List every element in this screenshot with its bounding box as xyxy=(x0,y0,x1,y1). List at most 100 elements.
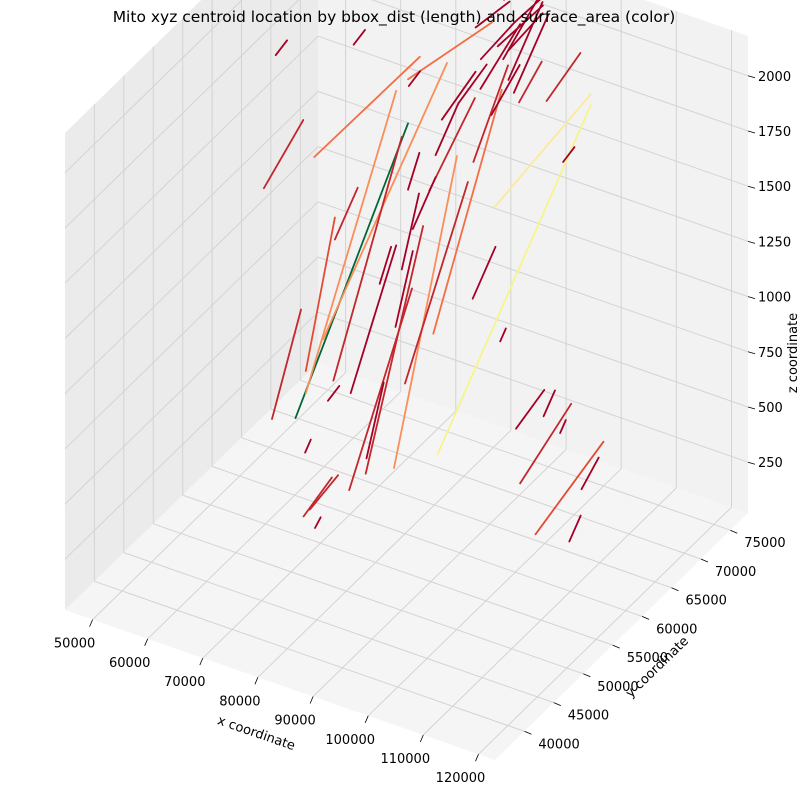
x-tick-label: 100000 xyxy=(325,733,375,748)
y-tick-label: 45000 xyxy=(568,709,609,724)
z-gridline-left xyxy=(64,35,319,284)
x-gridline-floor xyxy=(202,410,457,659)
mito-segment-16 xyxy=(302,476,333,518)
z-tick-label: 1750 xyxy=(758,125,791,140)
mito-segment-29 xyxy=(513,14,549,94)
y-gridline-floor xyxy=(182,494,613,646)
z-tick-mark xyxy=(747,130,756,134)
x-tick-mark xyxy=(364,715,369,723)
mito-segment-34 xyxy=(490,64,521,116)
z-tick-label: 1250 xyxy=(758,235,791,250)
y-tick-mark xyxy=(583,673,591,678)
x-gridline-floor xyxy=(367,468,622,717)
x-tick-mark xyxy=(254,677,259,685)
y-tick-mark xyxy=(671,587,679,592)
mito-segment-17 xyxy=(519,402,573,485)
x-gridline-floor xyxy=(147,391,402,640)
y-gridline-floor xyxy=(241,437,672,589)
z-tick-label: 250 xyxy=(758,456,783,471)
z-gridline-back xyxy=(317,35,749,187)
x-gridline-floor xyxy=(478,506,732,755)
z-gridline-left xyxy=(64,256,319,505)
mito-segment-8 xyxy=(432,89,503,335)
x-tick-label: 110000 xyxy=(380,752,430,767)
z-gridline-left xyxy=(64,0,243,174)
y-tick-mark xyxy=(700,558,709,563)
y-tick-label: 55000 xyxy=(627,651,668,666)
mito-segment-43 xyxy=(365,381,385,460)
mito-segment-28 xyxy=(496,4,544,48)
mito-segment-7 xyxy=(393,155,458,469)
z-tick-label: 2000 xyxy=(758,70,791,85)
z-gridline-left xyxy=(64,146,319,394)
z-tick-label: 500 xyxy=(758,401,783,416)
y-tick-label: 70000 xyxy=(715,565,756,580)
x-tick-label: 80000 xyxy=(219,694,260,709)
mito-segment-30 xyxy=(479,23,521,90)
y-gridline-floor xyxy=(270,408,702,560)
mito-segment-9 xyxy=(534,440,605,536)
y-gridline-floor xyxy=(123,552,554,704)
x-tick-label: 120000 xyxy=(436,771,486,786)
mito-segment-56 xyxy=(407,70,422,87)
mito-segment-15 xyxy=(348,287,413,492)
z-gridline-back xyxy=(317,201,749,353)
mito-segment-13 xyxy=(364,225,425,475)
mito-segment-5 xyxy=(304,89,398,395)
mito-segment-47 xyxy=(407,151,421,191)
mito-segment-35 xyxy=(457,63,488,105)
y-axis-label: y coordinate xyxy=(623,634,692,701)
mito-segment-45 xyxy=(400,192,420,271)
mito-segment-60 xyxy=(562,146,576,163)
z-gridline-left xyxy=(64,91,319,339)
mito-segment-14 xyxy=(404,181,469,385)
mito-segment-40 xyxy=(372,244,398,321)
z-gridline-back xyxy=(317,90,749,242)
z-gridline-left xyxy=(64,201,319,450)
x-tick-mark xyxy=(199,657,204,666)
mito-segment-4 xyxy=(407,21,494,81)
chart-gridlines xyxy=(64,0,749,755)
z-gridline-back xyxy=(317,311,749,463)
x-tick-label: 70000 xyxy=(164,675,205,690)
mito-segment-0 xyxy=(294,122,409,420)
y-gridline-floor xyxy=(211,465,643,617)
z-gridline-left xyxy=(64,0,300,229)
floor-pane xyxy=(65,363,748,760)
mito-segment-12 xyxy=(332,135,403,382)
mito-segment-27 xyxy=(507,1,544,81)
mito-segment-61 xyxy=(499,327,507,343)
y-tick-mark xyxy=(730,529,738,534)
mito-segment-21 xyxy=(472,64,509,163)
x-gridline-floor xyxy=(92,372,346,620)
y-tick-mark xyxy=(524,730,532,735)
mito-segment-10 xyxy=(304,216,336,372)
x-gridline-floor xyxy=(257,429,512,678)
y-tick-label: 40000 xyxy=(538,737,579,752)
mito-segment-46 xyxy=(434,102,460,157)
mito-segment-11 xyxy=(262,119,305,190)
mito-segment-18 xyxy=(308,474,340,511)
x-tick-mark xyxy=(419,734,424,743)
mito-segment-36 xyxy=(440,70,477,121)
y-tick-label: 75000 xyxy=(744,536,785,551)
z-tick-mark xyxy=(747,185,756,189)
z-gridline-back xyxy=(370,0,749,132)
x-tick-mark xyxy=(475,754,479,762)
mito-segment-44 xyxy=(411,176,437,230)
z-axis-label: z coordinate xyxy=(786,313,801,393)
mito-segment-19 xyxy=(271,308,302,420)
mito-segment-58 xyxy=(304,438,312,454)
z-tick-label: 1000 xyxy=(758,291,791,306)
mito-segment-54 xyxy=(274,39,289,57)
z-tick-label: 750 xyxy=(758,346,783,361)
mito-segment-26 xyxy=(507,12,544,51)
chart-ticks: 50000 60000 70000 80000 90000 100000 110000 120… xyxy=(54,70,791,786)
mito-segment-55 xyxy=(352,28,366,46)
y-tick-label: 60000 xyxy=(656,622,697,637)
z-gridline-back xyxy=(317,256,749,408)
z-gridline-left xyxy=(64,311,319,560)
x-tick-mark xyxy=(89,619,93,627)
